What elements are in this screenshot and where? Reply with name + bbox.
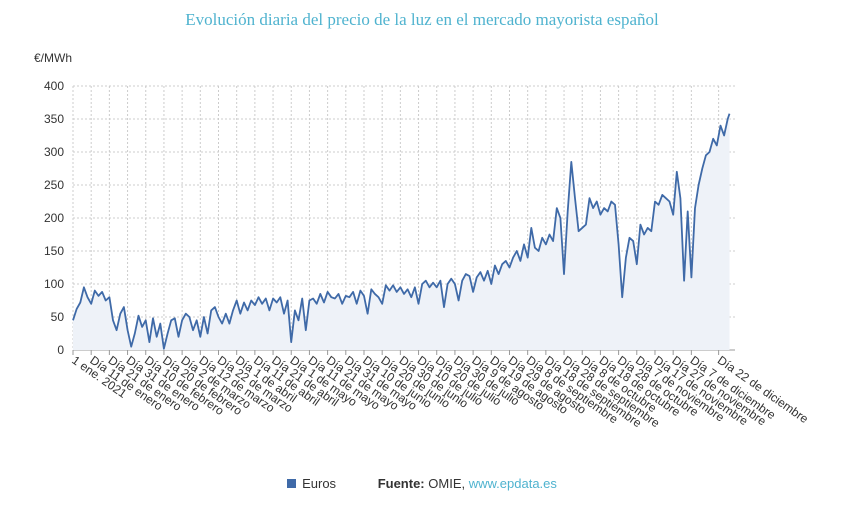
y-tick-label: 100 [44, 277, 64, 291]
source-name: OMIE, [428, 476, 466, 491]
y-tick-label: 0 [57, 343, 64, 357]
legend-swatch-euros [287, 479, 297, 488]
series-layer [72, 113, 731, 350]
y-axis-title: €/MWh [34, 51, 72, 65]
source-link[interactable]: www.epdata.es [468, 476, 557, 491]
y-tick-label: 400 [44, 79, 64, 93]
series-area-euros [73, 113, 730, 350]
legend: Euros Fuente: OMIE, www.epdata.es [0, 476, 844, 491]
y-tick-label: 300 [44, 145, 64, 159]
y-tick-label: 150 [44, 244, 64, 258]
chart-title: Evolución diaria del precio de la luz en… [185, 10, 659, 29]
y-tick-label: 200 [44, 211, 64, 225]
series-line-euros[interactable] [72, 113, 731, 350]
y-tick-label: 250 [44, 178, 64, 192]
legend-item-euros[interactable]: Euros [302, 476, 337, 491]
y-tick-label: 350 [44, 112, 64, 126]
y-tick-label: 50 [51, 310, 65, 324]
source-label: Fuente: [377, 476, 425, 491]
